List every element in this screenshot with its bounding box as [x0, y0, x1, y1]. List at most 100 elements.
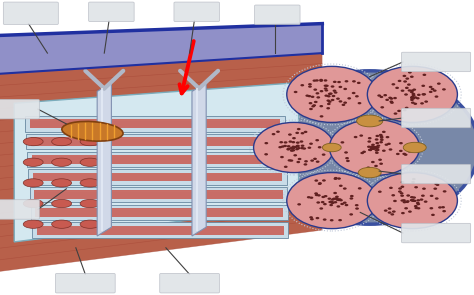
Circle shape — [378, 158, 382, 161]
Circle shape — [412, 88, 416, 91]
Circle shape — [357, 102, 361, 104]
Polygon shape — [14, 83, 299, 242]
FancyBboxPatch shape — [401, 52, 471, 72]
Circle shape — [410, 196, 414, 198]
Circle shape — [302, 148, 306, 150]
Circle shape — [404, 153, 408, 156]
Circle shape — [292, 145, 295, 148]
Circle shape — [296, 142, 300, 144]
Circle shape — [307, 196, 310, 199]
FancyBboxPatch shape — [55, 273, 115, 293]
Circle shape — [406, 200, 410, 202]
Circle shape — [390, 97, 393, 100]
Circle shape — [382, 150, 386, 152]
Circle shape — [291, 148, 295, 150]
Circle shape — [372, 147, 375, 150]
Circle shape — [401, 89, 404, 92]
Circle shape — [301, 84, 304, 86]
Circle shape — [388, 212, 392, 214]
Circle shape — [288, 133, 292, 136]
Circle shape — [328, 93, 332, 95]
Circle shape — [371, 161, 375, 163]
Circle shape — [380, 139, 384, 141]
Circle shape — [336, 198, 339, 201]
Circle shape — [382, 131, 386, 133]
Ellipse shape — [52, 137, 72, 146]
Circle shape — [314, 179, 318, 182]
Circle shape — [380, 106, 384, 109]
Circle shape — [360, 152, 364, 154]
Circle shape — [412, 94, 416, 96]
Circle shape — [334, 178, 337, 180]
Circle shape — [325, 85, 329, 87]
Circle shape — [435, 197, 438, 200]
Circle shape — [416, 199, 420, 201]
Circle shape — [323, 203, 327, 205]
Circle shape — [292, 149, 295, 152]
Circle shape — [288, 159, 292, 162]
Circle shape — [310, 159, 314, 162]
Circle shape — [438, 206, 442, 209]
Circle shape — [406, 194, 410, 197]
Circle shape — [339, 185, 343, 187]
Circle shape — [342, 104, 346, 106]
Circle shape — [411, 199, 415, 202]
Circle shape — [405, 201, 409, 203]
Circle shape — [412, 178, 416, 180]
Circle shape — [398, 190, 402, 193]
Circle shape — [414, 205, 418, 207]
Circle shape — [338, 219, 342, 221]
Circle shape — [314, 101, 318, 103]
Circle shape — [345, 157, 349, 159]
Circle shape — [410, 96, 414, 99]
Circle shape — [405, 107, 409, 109]
Circle shape — [429, 91, 433, 93]
Circle shape — [308, 86, 312, 88]
Circle shape — [383, 94, 387, 96]
Circle shape — [375, 152, 379, 154]
Circle shape — [292, 141, 295, 143]
Circle shape — [413, 103, 417, 105]
Circle shape — [408, 150, 411, 153]
Circle shape — [303, 163, 307, 165]
Circle shape — [294, 146, 298, 148]
Circle shape — [289, 147, 293, 150]
Circle shape — [315, 139, 319, 141]
Circle shape — [330, 201, 334, 204]
Circle shape — [393, 112, 397, 115]
Circle shape — [435, 95, 438, 98]
Circle shape — [434, 183, 438, 185]
Circle shape — [310, 196, 313, 199]
Circle shape — [334, 201, 337, 204]
Circle shape — [290, 159, 293, 162]
Circle shape — [374, 147, 378, 149]
Circle shape — [355, 95, 359, 97]
Circle shape — [368, 149, 372, 151]
FancyBboxPatch shape — [401, 223, 471, 243]
Circle shape — [335, 198, 339, 201]
Circle shape — [295, 132, 299, 134]
Circle shape — [390, 101, 394, 104]
Circle shape — [308, 147, 311, 149]
Circle shape — [295, 148, 299, 150]
Circle shape — [346, 160, 350, 162]
Circle shape — [318, 146, 321, 148]
Circle shape — [424, 201, 428, 203]
FancyBboxPatch shape — [0, 200, 39, 219]
Circle shape — [376, 146, 380, 149]
Polygon shape — [33, 173, 282, 181]
Circle shape — [334, 91, 337, 94]
Circle shape — [408, 210, 412, 213]
Circle shape — [336, 98, 340, 100]
Circle shape — [400, 194, 404, 197]
Circle shape — [410, 199, 413, 201]
Ellipse shape — [52, 220, 72, 228]
Circle shape — [373, 146, 376, 148]
Circle shape — [313, 88, 317, 91]
Circle shape — [389, 187, 393, 189]
Circle shape — [408, 89, 411, 92]
Circle shape — [324, 94, 328, 97]
Ellipse shape — [52, 199, 72, 208]
Polygon shape — [32, 222, 289, 238]
Circle shape — [401, 186, 404, 188]
